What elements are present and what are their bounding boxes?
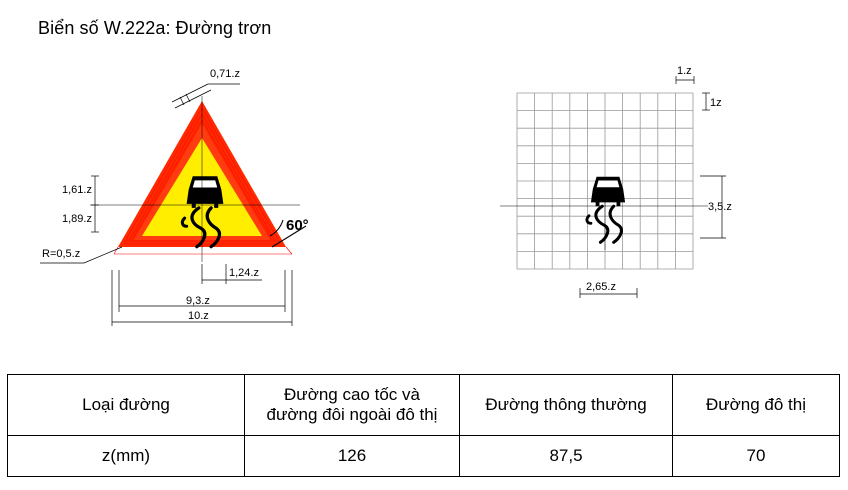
sign-drawing: 0,71.z 1,61.z 1,89.z R=0,5.z 60° 1,24.z … bbox=[40, 65, 732, 326]
slippery-road-symbol bbox=[585, 175, 627, 244]
header-highway: Đường cao tốc và đường đôi ngoài đô thị bbox=[244, 374, 460, 436]
table-header-row: Loại đường Đường cao tốc và đường đôi ng… bbox=[7, 374, 840, 436]
outer-width-label: 10.z bbox=[188, 310, 209, 322]
cell-height-label: 1z bbox=[710, 97, 722, 109]
base1-label: 1,24.z bbox=[229, 267, 259, 279]
header-road-type: Loại đường bbox=[7, 374, 245, 436]
grid-dimensions bbox=[579, 76, 726, 298]
h2-label: 1,89.z bbox=[62, 213, 92, 225]
header-ordinary: Đường thông thường bbox=[459, 374, 673, 436]
table-row: z(mm) 126 87,5 70 bbox=[7, 435, 840, 477]
symbol-width-label: 2,65.z bbox=[586, 281, 616, 293]
sign-title: Biển số W.222a: Đường trơn bbox=[38, 18, 272, 38]
angle-marker bbox=[269, 219, 307, 248]
cell-urban-value: 70 bbox=[672, 435, 840, 477]
bottom-dimensions bbox=[111, 264, 293, 326]
symbol-height-label: 3,5.z bbox=[708, 201, 732, 213]
vertical-dimensions bbox=[91, 175, 99, 233]
cell-width-label: 1.z bbox=[677, 65, 692, 77]
angle-label: 60° bbox=[286, 217, 309, 234]
radius-label: R=0,5.z bbox=[42, 248, 80, 260]
cell-ordinary-value: 87,5 bbox=[459, 435, 673, 477]
cell-unit: z(mm) bbox=[7, 435, 245, 477]
header-highway-line1: Đường cao tốc và bbox=[284, 385, 420, 404]
tip-dimension bbox=[171, 83, 240, 109]
radius-leader bbox=[40, 246, 123, 264]
inner-width-label: 9,3.z bbox=[186, 295, 210, 307]
header-urban: Đường đô thị bbox=[672, 374, 840, 436]
triangle-sign bbox=[90, 96, 300, 262]
h1-label: 1,61.z bbox=[62, 184, 92, 196]
tip-label: 0,71.z bbox=[210, 68, 240, 80]
dimension-table: Loại đường Đường cao tốc và đường đôi ng… bbox=[7, 374, 840, 477]
cell-highway-value: 126 bbox=[244, 435, 460, 477]
header-highway-line2: đường đôi ngoài đô thị bbox=[266, 405, 438, 424]
construction-grid bbox=[516, 92, 694, 270]
